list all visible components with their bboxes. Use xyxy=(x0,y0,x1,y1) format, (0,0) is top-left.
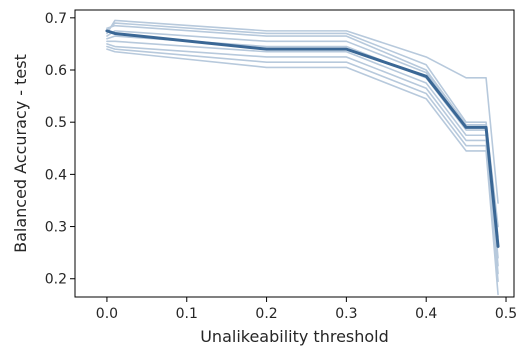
run-lines xyxy=(106,19,499,296)
y-tick-label: 0.7 xyxy=(45,11,67,27)
mean-line-group xyxy=(105,29,500,248)
x-axis-label: Unalikeability threshold xyxy=(200,327,389,346)
x-axis-ticks: 0.0 0.1 0.2 0.3 0.4 0.5 xyxy=(96,297,516,322)
y-tick-label: 0.6 xyxy=(45,63,67,79)
mean-line xyxy=(105,29,500,248)
y-axis-ticks: 0.2 0.3 0.4 0.5 0.6 0.7 xyxy=(45,11,75,288)
x-tick-label: 0.5 xyxy=(495,306,516,322)
run-line-9 xyxy=(106,48,499,296)
run-line-7 xyxy=(106,43,499,275)
x-tick-label: 0.3 xyxy=(335,306,357,322)
y-tick-label: 0.3 xyxy=(45,220,67,236)
run-line-8 xyxy=(106,45,499,283)
plot-frame xyxy=(74,9,515,298)
run-line-3 xyxy=(106,24,499,238)
x-tick-label: 0.2 xyxy=(255,306,277,322)
y-tick-label: 0.5 xyxy=(45,115,67,131)
run-line-5 xyxy=(106,35,499,259)
y-tick-label: 0.4 xyxy=(45,167,67,183)
x-tick-label: 0.1 xyxy=(176,306,198,322)
run-line-2 xyxy=(106,22,499,228)
run-line-6 xyxy=(106,40,499,267)
x-tick-label: 0.0 xyxy=(96,306,118,322)
y-tick-label: 0.2 xyxy=(45,272,67,288)
y-axis-label: Balanced Accuracy - test xyxy=(11,54,30,253)
run-line-1 xyxy=(106,19,499,204)
x-tick-label: 0.4 xyxy=(415,306,437,322)
